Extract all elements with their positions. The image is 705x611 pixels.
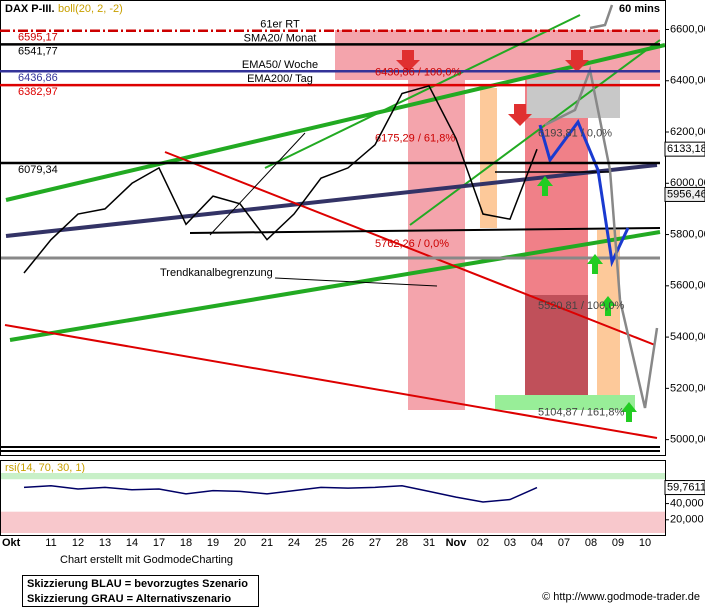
- level-name: 61er RT: [260, 19, 300, 31]
- rsi-title: rsi(14, 70, 30, 1): [5, 462, 85, 474]
- level-value: 6382,97: [18, 86, 58, 98]
- level-value: 6595,17: [18, 32, 58, 44]
- x-tick-label: 09: [612, 537, 624, 549]
- x-tick-label: 13: [99, 537, 111, 549]
- y-tick-label: 6200,00: [670, 126, 705, 138]
- price-line: [23, 84, 538, 274]
- fib-label: 6430,86 / 100,0%: [375, 67, 461, 79]
- level-value: 6541,77: [18, 45, 58, 57]
- price-tag: [664, 141, 705, 157]
- fib-label: 6193,81 / 0,0%: [538, 128, 612, 140]
- x-tick-label: 20: [234, 537, 246, 549]
- y-tick-label: 5600,00: [670, 280, 705, 292]
- x-tick-label: 03: [504, 537, 516, 549]
- x-tick-label: 18: [180, 537, 192, 549]
- x-tick-label: 27: [369, 537, 381, 549]
- x-tick-label: 26: [342, 537, 354, 549]
- price-tag-label: 6133,18: [667, 143, 705, 155]
- x-tick-label: 19: [207, 537, 219, 549]
- annotation: Trendkanalbegrenzung: [160, 267, 273, 279]
- x-tick-label: 17: [153, 537, 165, 549]
- x-tick-label: 28: [396, 537, 408, 549]
- x-tick-label: 02: [477, 537, 489, 549]
- x-tick-label: 21: [261, 537, 273, 549]
- fib-label: 5762,26 / 0,0%: [375, 238, 449, 250]
- value-tag-label: 59,7611: [667, 481, 705, 493]
- level-name: EMA50/ Woche: [242, 59, 318, 71]
- y-tick-label: 5800,00: [670, 228, 705, 240]
- fib-label: 5104,87 / 161,8%: [538, 407, 624, 419]
- x-tick-label: 07: [558, 537, 570, 549]
- x-tick-label: 08: [585, 537, 597, 549]
- legend-text: Skizzierung BLAU = bevorzugtes Szenario: [27, 578, 248, 590]
- fib-label: 6175,29 / 61,8%: [375, 132, 455, 144]
- x-tick-label: Okt: [2, 537, 21, 549]
- x-tick-label: 25: [315, 537, 327, 549]
- x-tick-label: 11: [45, 537, 56, 549]
- rsi-frame: [0, 460, 666, 536]
- y-tick-label: 5400,00: [670, 331, 705, 343]
- level-name: SMA20/ Monat: [244, 32, 317, 44]
- y-tick-label: 6600,00: [670, 23, 705, 35]
- price-tag-label: 5956,46: [667, 188, 705, 200]
- x-tick-label: Nov: [446, 537, 468, 549]
- chart-title: DAX P-III.: [5, 3, 55, 15]
- level-value: 6079,34: [18, 164, 58, 176]
- oversold-band: [1, 511, 665, 533]
- y-tick-label: 5200,00: [670, 382, 705, 394]
- x-tick-label: 14: [126, 537, 138, 549]
- y-tick-label: 40,000: [670, 497, 704, 509]
- plot-frame: [0, 0, 666, 456]
- level-value: 6436,86: [18, 72, 58, 84]
- y-tick-label: 5000,00: [670, 434, 705, 446]
- y-tick-label: 6400,00: [670, 75, 705, 87]
- x-tick-label: 10: [639, 537, 651, 549]
- x-tick-label: 31: [423, 537, 435, 549]
- level-name: EMA200/ Tag: [247, 73, 313, 85]
- copyright: © http://www.godmode-trader.de: [542, 591, 700, 603]
- credit: Chart erstellt mit GodmodeCharting: [60, 554, 233, 566]
- x-tick-label: 12: [72, 537, 84, 549]
- y-tick-label: 6000,00: [670, 177, 705, 189]
- timeframe: 60 mins: [619, 3, 660, 15]
- x-tick-label: 24: [288, 537, 300, 549]
- overbought-band: [1, 473, 665, 480]
- price-line: [23, 484, 538, 503]
- fib-label: 5520,81 / 100,0%: [538, 300, 624, 312]
- y-tick-label: 20,000: [670, 514, 704, 526]
- value-tag: [664, 480, 705, 496]
- legend-text: Skizzierung GRAU = Alternativszenario: [27, 593, 231, 605]
- x-tick-label: 04: [531, 537, 543, 549]
- indicator-label: boll(20, 2, -2): [58, 3, 123, 15]
- price-tag: [664, 186, 705, 202]
- legend-box: [22, 575, 259, 607]
